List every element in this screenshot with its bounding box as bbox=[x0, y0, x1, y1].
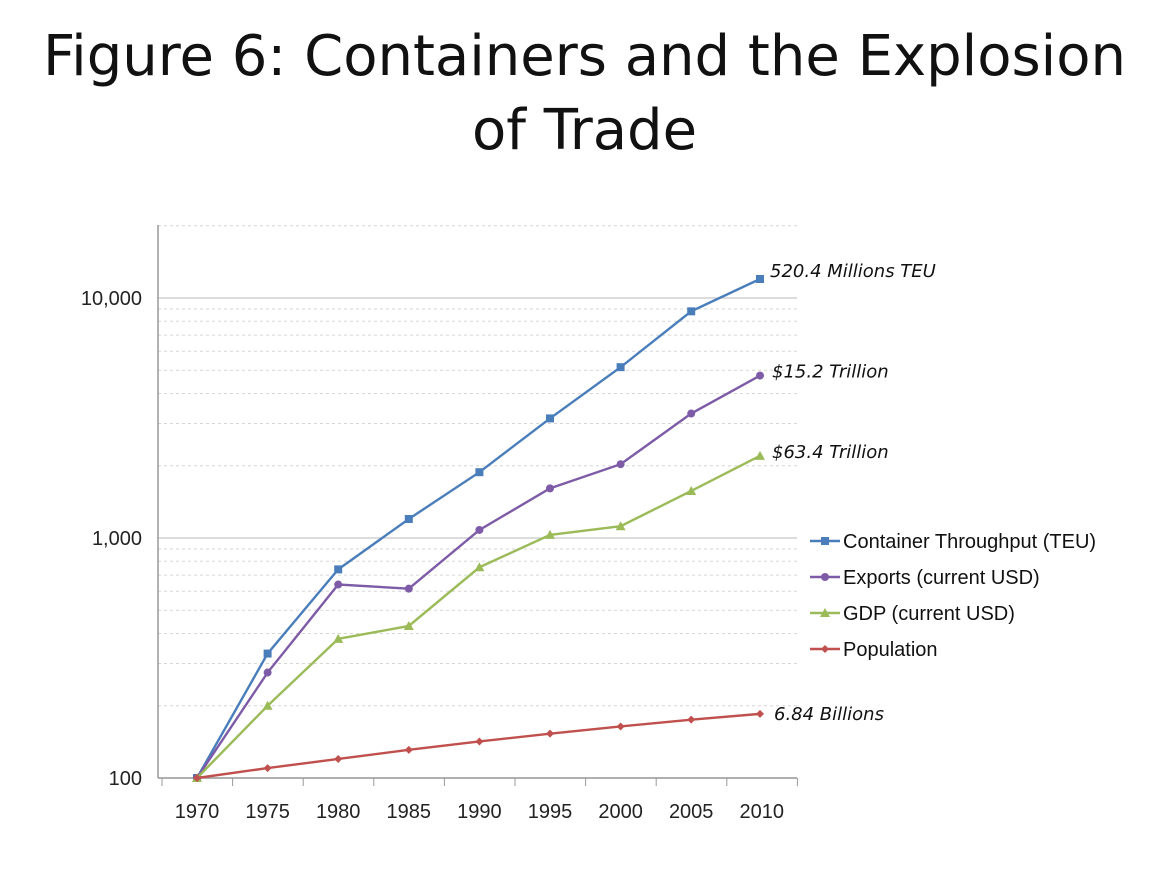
point-square bbox=[546, 414, 554, 423]
x-tick-label: 1985 bbox=[387, 801, 432, 823]
point-diamond bbox=[475, 737, 484, 746]
point-diamond bbox=[756, 709, 764, 718]
point-triangle bbox=[333, 633, 344, 643]
legend-label: GDP (current USD) bbox=[843, 603, 1015, 625]
point-square bbox=[475, 468, 484, 477]
legend-label: Population bbox=[843, 639, 938, 661]
series-2 bbox=[192, 450, 765, 782]
point-circle bbox=[687, 409, 696, 418]
x-tick-label: 1975 bbox=[245, 801, 290, 823]
series-annotation: 6.84 Billions bbox=[774, 704, 884, 725]
series-line bbox=[196, 712, 761, 780]
point-circle bbox=[475, 525, 484, 534]
x-tick-label: 1995 bbox=[528, 801, 573, 823]
point-diamond bbox=[687, 715, 696, 724]
legend: Container Throughput (TEU) Exports (curre… bbox=[810, 531, 1096, 661]
series-1 bbox=[193, 371, 764, 782]
legend-label: Container Throughput (TEU) bbox=[843, 531, 1096, 553]
point-square bbox=[756, 274, 764, 283]
point-square bbox=[821, 537, 829, 545]
point-diamond bbox=[616, 722, 625, 731]
point-square bbox=[687, 307, 696, 316]
series-annotation: 520.4 Millions TEU bbox=[770, 261, 936, 282]
point-triangle bbox=[686, 485, 697, 495]
x-tick-label: 2010 bbox=[740, 801, 785, 823]
x-tick-label: 2005 bbox=[669, 801, 714, 823]
point-circle bbox=[334, 580, 343, 589]
legend-entry: Population bbox=[810, 639, 938, 661]
point-circle bbox=[263, 668, 272, 677]
x-tick-label: 1980 bbox=[316, 801, 361, 823]
series-line bbox=[196, 374, 761, 779]
point-square bbox=[616, 363, 625, 372]
point-triangle bbox=[262, 700, 273, 710]
y-tick-label: 100 bbox=[109, 768, 142, 790]
point-triangle bbox=[820, 608, 830, 617]
y-tick-label: 10,000 bbox=[81, 288, 142, 310]
legend-label: Exports (current USD) bbox=[843, 567, 1040, 589]
point-triangle bbox=[615, 521, 626, 531]
point-triangle bbox=[755, 450, 765, 460]
point-diamond bbox=[546, 729, 554, 738]
slide-title: Figure 6: Containers and the Explosion o… bbox=[0, 20, 1169, 168]
point-circle bbox=[756, 371, 764, 380]
point-triangle bbox=[403, 620, 414, 630]
x-tick-label: 1970 bbox=[175, 801, 220, 823]
series-layer bbox=[192, 274, 765, 782]
point-circle bbox=[404, 584, 413, 593]
axes: 100 1,000 10,000 1970 1975 1980 1985 1990 1995 20… bbox=[81, 225, 798, 823]
y-tick-label: 1,000 bbox=[92, 528, 142, 550]
point-diamond bbox=[263, 764, 272, 773]
point-diamond bbox=[193, 774, 201, 782]
series-3 bbox=[193, 709, 764, 782]
x-tick-label: 2000 bbox=[598, 801, 643, 823]
point-diamond bbox=[404, 745, 413, 754]
point-diamond bbox=[821, 645, 829, 653]
series-annotation: $15.2 Trillion bbox=[772, 362, 889, 383]
point-triangle bbox=[545, 529, 555, 539]
point-triangle bbox=[474, 562, 485, 572]
annotations: 520.4 Millions TEU $15.2 Trillion $63.4 Tr… bbox=[770, 261, 936, 725]
point-circle bbox=[821, 573, 829, 581]
title-line-2: of Trade bbox=[471, 98, 698, 163]
point-diamond bbox=[334, 754, 343, 763]
point-circle bbox=[546, 484, 554, 493]
point-square bbox=[404, 514, 413, 523]
series-line bbox=[196, 454, 761, 779]
legend-entry: GDP (current USD) bbox=[810, 603, 1015, 625]
legend-entry: Container Throughput (TEU) bbox=[810, 531, 1096, 553]
title-line-1: Figure 6: Containers and the Explosion bbox=[43, 24, 1126, 89]
x-tick-label: 1990 bbox=[457, 801, 502, 823]
point-square bbox=[334, 565, 343, 574]
point-square bbox=[263, 649, 272, 658]
series-annotation: $63.4 Trillion bbox=[772, 442, 889, 463]
legend-entry: Exports (current USD) bbox=[810, 567, 1040, 589]
point-circle bbox=[616, 460, 625, 469]
